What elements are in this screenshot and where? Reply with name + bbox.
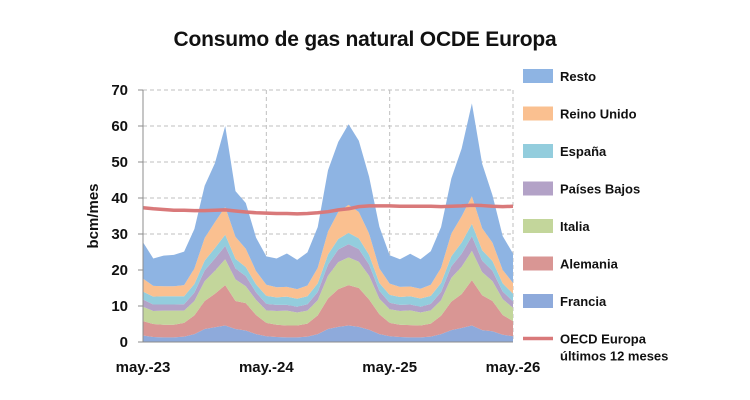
area-series-resto [143, 103, 513, 290]
y-tick-label: 40 [111, 190, 128, 207]
legend-label-alemania: Alemania [560, 257, 619, 272]
y-tick-label: 70 [111, 82, 128, 99]
y-tick-label: 60 [111, 118, 128, 135]
y-tick-label: 10 [111, 298, 128, 315]
line-series-oecd-europa [142, 203, 514, 216]
area-series-paises-bajos [143, 236, 513, 313]
legend-swatch-italia [523, 219, 553, 233]
legend-label-italia: Italia [560, 219, 590, 234]
x-tick-label: may.-24 [239, 359, 294, 376]
legend-label-reino-unido: Reino Unido [560, 107, 637, 122]
axes: 0 10 20 30 40 50 60 70 may.-23 may.-24 may.-25 may.… [111, 82, 540, 376]
x-tick-label: may.-25 [362, 359, 417, 376]
legend-label-resto: Resto [560, 69, 596, 84]
legend-swatch-alemania [523, 256, 553, 271]
y-tick-label: 30 [111, 226, 128, 243]
legend-swatch-espana [523, 144, 553, 158]
area-series-reino-unido [143, 196, 513, 299]
trailing-line [142, 203, 514, 216]
y-tick-label: 0 [120, 334, 128, 351]
area-series-francia [143, 325, 513, 342]
legend-swatch-reino-unido [523, 106, 553, 121]
stacked-areas [143, 103, 513, 342]
area-series-alemania [143, 280, 513, 338]
y-axis-title: bcm/mes [85, 183, 102, 248]
legend-swatch-paises-bajos [523, 181, 553, 196]
legend-label-espana: España [560, 144, 607, 159]
legend-swatch-resto [523, 69, 553, 83]
legend-label-oecd-europa-line2: últimos 12 meses [560, 349, 668, 364]
area-series-espana [143, 223, 513, 307]
x-tick-label: may.-23 [116, 359, 171, 376]
legend-label-francia: Francia [560, 294, 607, 309]
y-tick-label: 20 [111, 262, 128, 279]
area-series-italia [143, 250, 513, 326]
legend-swatch-francia [523, 294, 553, 308]
legend-label-oecd-europa: OECD Europa [560, 332, 647, 347]
x-tick-label: may.-26 [486, 359, 541, 376]
chart-title: Consumo de gas natural OCDE Europa [173, 28, 557, 51]
legend: Resto Reino Unido España Países Bajos Italia… [523, 69, 668, 364]
y-tick-label: 50 [111, 154, 128, 171]
legend-label-paises-bajos: Países Bajos [560, 182, 640, 197]
